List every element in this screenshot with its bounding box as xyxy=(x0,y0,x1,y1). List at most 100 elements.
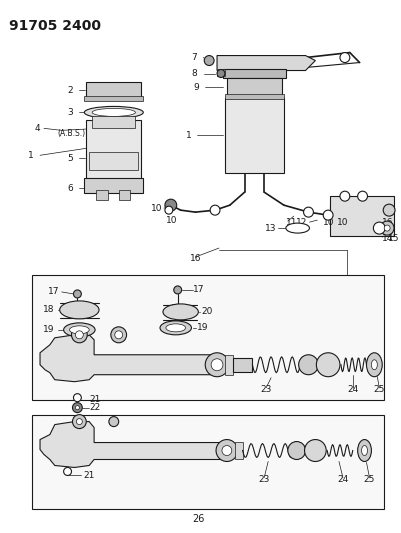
Text: 19: 19 xyxy=(43,325,55,334)
Bar xyxy=(232,358,252,372)
Circle shape xyxy=(339,191,349,201)
Text: 23: 23 xyxy=(260,385,271,394)
Text: 10: 10 xyxy=(151,204,162,213)
Bar xyxy=(226,78,281,96)
Bar xyxy=(223,69,285,78)
Text: 10: 10 xyxy=(336,217,348,227)
Text: 91705 2400: 91705 2400 xyxy=(8,19,100,33)
Bar xyxy=(32,415,383,510)
Circle shape xyxy=(73,290,81,298)
Text: 15: 15 xyxy=(387,233,399,243)
Bar xyxy=(224,355,232,375)
Text: 21: 21 xyxy=(83,471,95,480)
Text: 16: 16 xyxy=(381,217,393,227)
Text: 1: 1 xyxy=(28,151,34,160)
Text: 18: 18 xyxy=(43,305,55,314)
Bar xyxy=(32,275,383,400)
Circle shape xyxy=(114,331,122,339)
Bar xyxy=(329,196,393,236)
Text: 25: 25 xyxy=(363,475,374,484)
Ellipse shape xyxy=(285,223,309,233)
Bar xyxy=(171,304,183,308)
Bar xyxy=(84,96,143,101)
Bar xyxy=(96,190,107,200)
Circle shape xyxy=(210,205,219,215)
Ellipse shape xyxy=(166,324,185,332)
Ellipse shape xyxy=(160,321,191,335)
Bar xyxy=(86,120,141,185)
Circle shape xyxy=(204,55,214,66)
Circle shape xyxy=(63,467,71,475)
Text: 3: 3 xyxy=(67,108,73,117)
Text: 14: 14 xyxy=(381,233,393,243)
Circle shape xyxy=(109,417,118,426)
Circle shape xyxy=(71,327,87,343)
Circle shape xyxy=(76,418,82,425)
Text: 12: 12 xyxy=(296,217,307,227)
Bar xyxy=(89,152,138,170)
Text: 11: 11 xyxy=(285,217,297,227)
Circle shape xyxy=(72,402,82,413)
Circle shape xyxy=(164,199,176,211)
Text: 5: 5 xyxy=(67,154,73,163)
Circle shape xyxy=(322,210,332,220)
Text: 23: 23 xyxy=(258,475,269,484)
Polygon shape xyxy=(217,55,315,70)
Circle shape xyxy=(215,440,237,462)
Bar xyxy=(92,116,135,128)
Text: 9: 9 xyxy=(193,83,199,92)
Ellipse shape xyxy=(371,360,377,370)
Ellipse shape xyxy=(162,304,198,320)
Ellipse shape xyxy=(366,353,381,377)
Circle shape xyxy=(72,415,86,429)
Text: 8: 8 xyxy=(191,69,197,78)
Circle shape xyxy=(298,355,318,375)
Text: 1: 1 xyxy=(185,131,191,140)
Circle shape xyxy=(75,331,83,339)
Circle shape xyxy=(164,206,172,214)
Text: 26: 26 xyxy=(192,514,204,524)
Bar xyxy=(217,69,224,77)
Circle shape xyxy=(379,221,393,235)
Circle shape xyxy=(211,359,223,371)
Text: 21: 21 xyxy=(89,395,100,404)
Text: 24: 24 xyxy=(336,475,348,484)
Text: 20: 20 xyxy=(201,308,212,317)
Circle shape xyxy=(205,353,228,377)
Circle shape xyxy=(357,191,367,201)
Text: 24: 24 xyxy=(346,385,357,394)
Circle shape xyxy=(217,69,224,77)
Ellipse shape xyxy=(92,108,135,116)
Text: 10: 10 xyxy=(322,217,334,227)
Ellipse shape xyxy=(63,323,95,337)
Circle shape xyxy=(173,286,181,294)
Circle shape xyxy=(304,440,325,462)
Circle shape xyxy=(316,353,339,377)
Circle shape xyxy=(221,446,231,456)
Text: 17: 17 xyxy=(193,286,205,294)
Ellipse shape xyxy=(59,301,99,319)
Bar xyxy=(118,190,130,200)
Text: 22: 22 xyxy=(89,403,100,412)
Text: 13: 13 xyxy=(264,224,275,232)
Text: 2: 2 xyxy=(68,86,73,95)
Ellipse shape xyxy=(84,107,143,118)
Circle shape xyxy=(287,441,305,459)
Ellipse shape xyxy=(360,446,367,456)
Text: 19: 19 xyxy=(197,324,209,333)
Ellipse shape xyxy=(69,326,89,334)
Text: 17: 17 xyxy=(48,287,59,296)
Ellipse shape xyxy=(357,440,371,462)
Circle shape xyxy=(383,225,389,231)
Circle shape xyxy=(73,394,81,402)
Text: (A.B.S.): (A.B.S.) xyxy=(58,129,86,138)
Polygon shape xyxy=(40,422,226,467)
Circle shape xyxy=(339,53,349,62)
Circle shape xyxy=(111,327,126,343)
Circle shape xyxy=(75,406,79,410)
Circle shape xyxy=(382,204,394,216)
Bar xyxy=(224,94,283,100)
Text: 25: 25 xyxy=(373,385,384,394)
Circle shape xyxy=(303,207,313,217)
Text: 7: 7 xyxy=(191,53,197,62)
